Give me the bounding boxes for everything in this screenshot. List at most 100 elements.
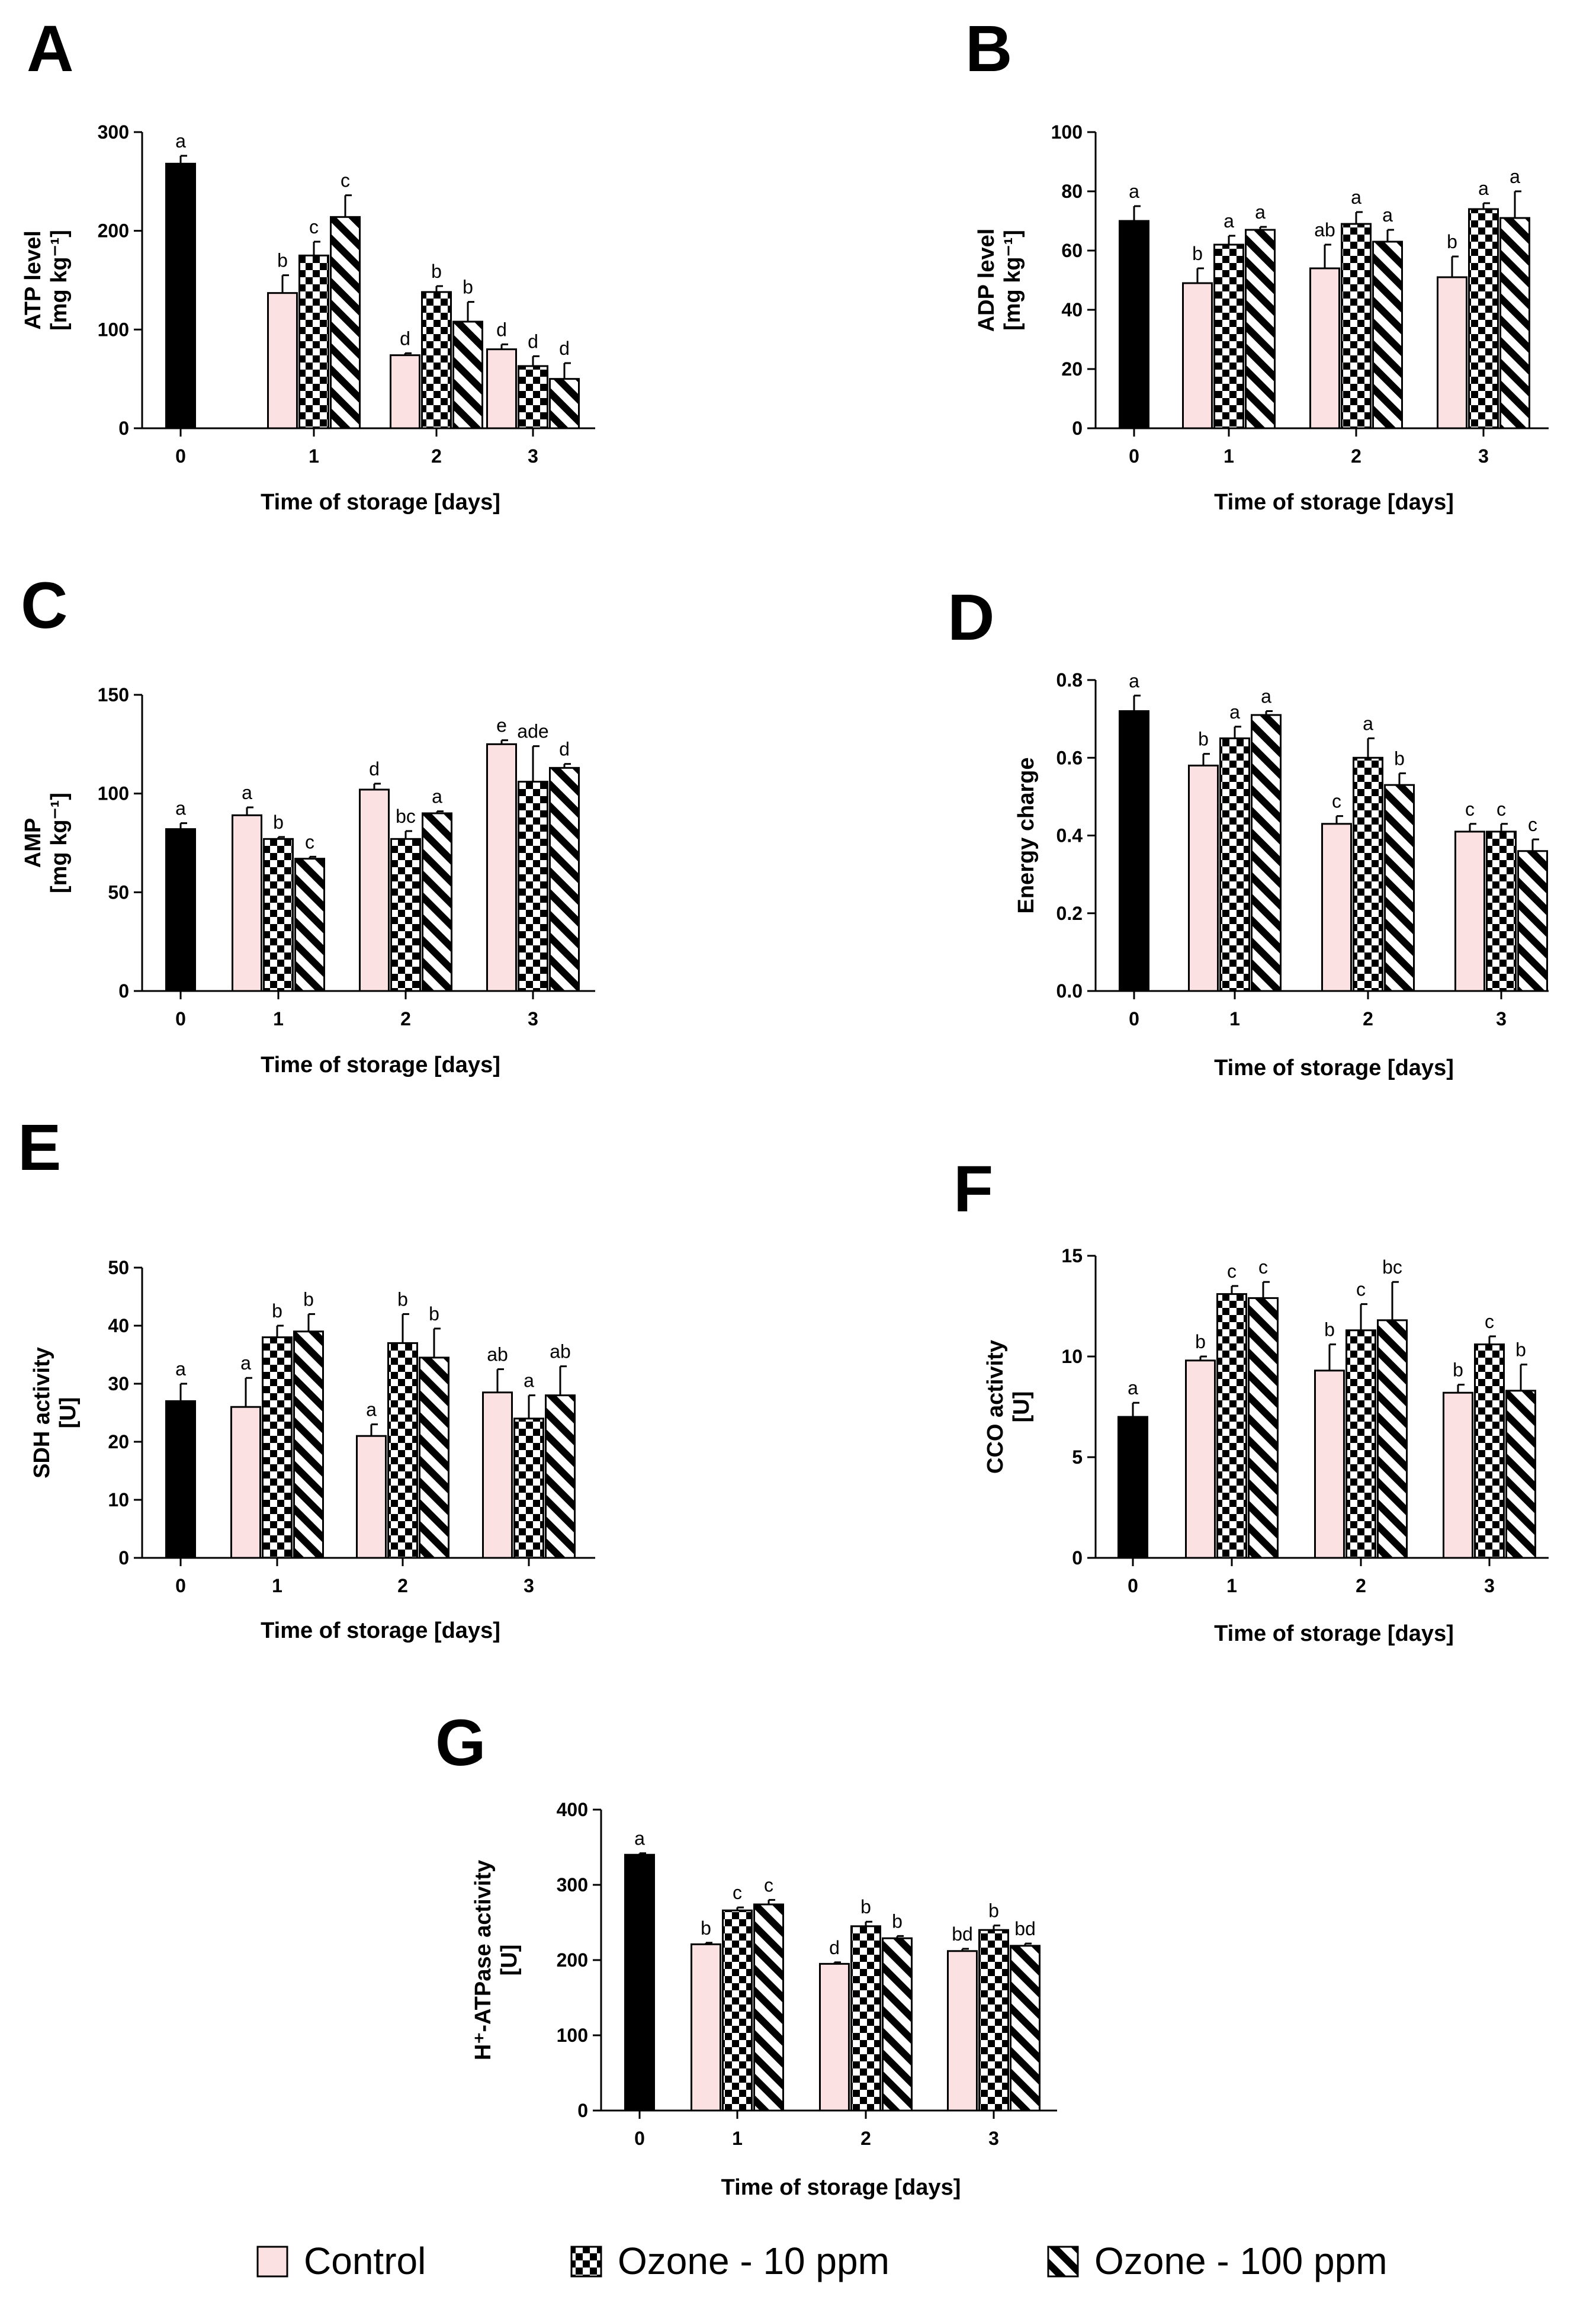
significance-letter-day3-stripe: c bbox=[1528, 814, 1537, 835]
significance-letter-day2-control: d bbox=[829, 1937, 840, 1958]
bar-day3-control bbox=[486, 348, 517, 429]
bar-day2-stripe bbox=[452, 320, 483, 429]
y-axis-title-line-2: [U] bbox=[56, 1397, 81, 1429]
significance-letter-day3-checker: d bbox=[528, 331, 538, 352]
bar-day2-stripe bbox=[422, 812, 452, 992]
bar-day1-checker bbox=[298, 254, 329, 429]
significance-letter-day0: a bbox=[1128, 1377, 1138, 1399]
bar-day1-checker bbox=[722, 1909, 753, 2112]
bar-day1-control bbox=[1182, 282, 1213, 429]
y-tick-label: 0 bbox=[1072, 1547, 1083, 1569]
significance-letter-day2-stripe: b bbox=[1394, 748, 1405, 769]
significance-letter-day3-stripe: a bbox=[1510, 166, 1520, 187]
significance-letter-day3-checker: a bbox=[524, 1370, 534, 1391]
bar-day2-control bbox=[359, 788, 390, 992]
legend-swatch bbox=[570, 2246, 602, 2278]
y-tick-label: 5 bbox=[1072, 1447, 1083, 1468]
bar-day0 bbox=[624, 1853, 655, 2112]
bar-day1-control bbox=[1188, 764, 1219, 992]
x-tick-label: 3 bbox=[528, 1008, 538, 1029]
y-tick-label: 300 bbox=[557, 1874, 588, 1896]
bar-day3-control bbox=[1454, 830, 1485, 992]
bar-day1-checker bbox=[1216, 1293, 1247, 1559]
significance-letter-day3-control: ab bbox=[487, 1344, 508, 1365]
y-tick-label: 40 bbox=[1061, 299, 1083, 320]
bar-day2-checker bbox=[390, 838, 421, 992]
x-tick-label: 0 bbox=[175, 1008, 186, 1029]
significance-letter-day2-checker: a bbox=[1363, 713, 1373, 734]
bar-day3-stripe bbox=[1505, 1390, 1536, 1559]
significance-letter-day2-control: d bbox=[400, 328, 410, 349]
significance-letter-day1-control: b bbox=[1195, 1331, 1206, 1352]
x-tick-label: 2 bbox=[1363, 1008, 1373, 1029]
x-tick-label: 2 bbox=[1356, 1575, 1366, 1596]
bar-day1-checker bbox=[263, 838, 294, 992]
bar-day2-stripe bbox=[1377, 1319, 1408, 1559]
significance-letter-day2-stripe: a bbox=[432, 786, 442, 807]
x-tick-label: 3 bbox=[528, 445, 538, 467]
significance-letter-day2-control: c bbox=[1332, 791, 1341, 812]
bar-day1-stripe bbox=[293, 1330, 324, 1559]
bar-day2-stripe bbox=[1372, 240, 1403, 429]
significance-letter-day0: a bbox=[1129, 181, 1139, 202]
x-tick-label: 3 bbox=[1478, 445, 1489, 467]
significance-letter-day1-checker: b bbox=[273, 812, 284, 833]
significance-letter-day2-checker: b bbox=[397, 1288, 408, 1310]
bar-day1-stripe bbox=[330, 216, 361, 429]
y-tick-label: 50 bbox=[108, 881, 129, 903]
panel-letter: G bbox=[435, 1707, 486, 1779]
x-tick-label: 3 bbox=[1496, 1008, 1507, 1029]
bar-day1-stripe bbox=[1245, 229, 1276, 429]
bar-day1-checker bbox=[262, 1336, 293, 1559]
x-tick-label: 1 bbox=[309, 445, 319, 467]
bar-day3-control bbox=[486, 743, 517, 992]
x-tick-label: 0 bbox=[1128, 1575, 1138, 1596]
bar-day2-control bbox=[356, 1435, 387, 1559]
y-axis-title-line-1: H⁺-ATPase activity bbox=[471, 1860, 496, 2060]
y-tick-label: 0.2 bbox=[1056, 903, 1083, 924]
panel-letter: D bbox=[948, 581, 994, 654]
x-tick-label: 2 bbox=[1351, 445, 1361, 467]
bar-day0 bbox=[1117, 1416, 1148, 1559]
bar-day2-checker bbox=[1341, 223, 1372, 429]
x-tick-label: 1 bbox=[1229, 1008, 1240, 1029]
significance-letter-day2-checker: b bbox=[431, 261, 442, 282]
y-tick-label: 200 bbox=[557, 1949, 588, 1971]
x-axis-title: Time of storage [days] bbox=[261, 1618, 500, 1643]
legend-item-stripe: Ozone - 100 ppm bbox=[1047, 2240, 1388, 2282]
significance-letter-day3-control: e bbox=[496, 715, 507, 736]
y-axis-title-line-1: AMP bbox=[21, 818, 46, 868]
significance-letter-day3-control: c bbox=[1465, 798, 1475, 820]
y-tick-label: 0.6 bbox=[1056, 747, 1083, 768]
y-tick-label: 300 bbox=[98, 121, 129, 143]
y-axis-title-line-1: SDH activity bbox=[30, 1347, 54, 1478]
x-tick-label: 3 bbox=[1484, 1575, 1495, 1596]
y-axis-title-line-2: [mg kg⁻¹] bbox=[1000, 230, 1025, 331]
significance-letter-day1-control: a bbox=[242, 782, 252, 803]
legend-label: Ozone - 10 ppm bbox=[618, 2240, 889, 2282]
x-tick-label: 2 bbox=[431, 445, 442, 467]
significance-letter-day3-stripe: ab bbox=[550, 1341, 571, 1362]
bar-day3-control bbox=[947, 1950, 978, 2112]
bar-day3-checker bbox=[518, 781, 548, 992]
y-tick-label: 150 bbox=[98, 684, 129, 705]
significance-letter-day1-stripe: b bbox=[303, 1288, 314, 1310]
bar-day1-control bbox=[230, 1406, 261, 1559]
significance-letter-day3-control: bd bbox=[952, 1923, 973, 1945]
bar-day2-control bbox=[390, 354, 420, 429]
bar-day0 bbox=[165, 162, 196, 429]
significance-letter-day3-checker: ade bbox=[517, 721, 548, 742]
significance-letter-day2-control: b bbox=[1324, 1319, 1335, 1340]
x-tick-label: 0 bbox=[175, 1575, 186, 1596]
panel-e: E 0 10 20 30 40 50 0 1 2 3 Time of storage [days] SD… bbox=[18, 1111, 595, 1643]
significance-letter-day1-checker: c bbox=[1227, 1261, 1237, 1282]
y-tick-label: 0 bbox=[118, 980, 129, 1002]
panel-f: F 0 5 10 15 0 1 2 3 Time of storage [days] CCO act… bbox=[953, 1153, 1549, 1646]
significance-letter-day3-stripe: d bbox=[559, 739, 570, 760]
significance-letter-day1-checker: c bbox=[309, 216, 319, 238]
y-axis-title-line-1: CCO activity bbox=[983, 1340, 1008, 1474]
bar-day2-control bbox=[1309, 267, 1340, 429]
bar-day3-stripe bbox=[1010, 1945, 1041, 2112]
y-tick-label: 0.4 bbox=[1056, 825, 1083, 846]
